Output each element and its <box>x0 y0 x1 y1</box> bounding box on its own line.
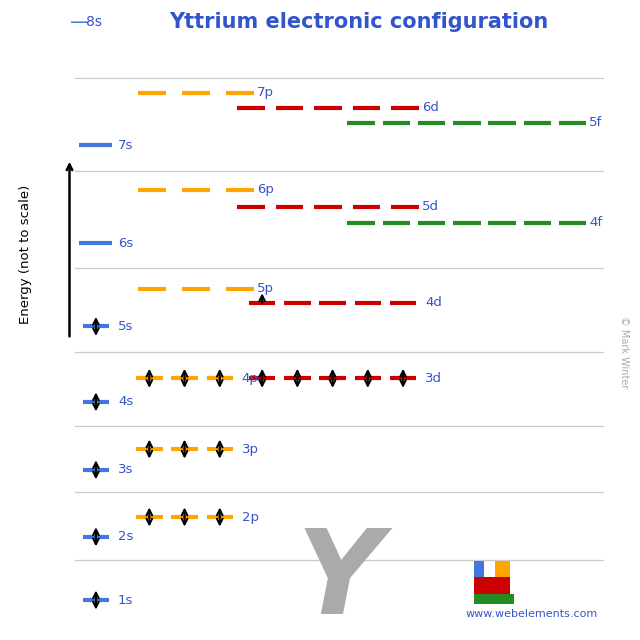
Text: 3s: 3s <box>118 463 133 476</box>
Text: 5d: 5d <box>422 200 439 213</box>
Text: 4f: 4f <box>589 216 602 229</box>
Text: Energy (not to scale): Energy (not to scale) <box>19 185 32 324</box>
Text: 5s: 5s <box>118 320 133 333</box>
Text: 5f: 5f <box>589 116 602 129</box>
Text: 6d: 6d <box>422 101 438 114</box>
Bar <box>474 561 484 577</box>
Text: 6s: 6s <box>118 237 133 250</box>
Text: 2p: 2p <box>242 511 259 524</box>
Bar <box>474 594 514 604</box>
Text: 7s: 7s <box>118 139 133 152</box>
Text: www.webelements.com: www.webelements.com <box>466 609 598 619</box>
Bar <box>474 577 510 594</box>
Text: 6p: 6p <box>257 183 273 196</box>
Text: Yttrium electronic configuration: Yttrium electronic configuration <box>169 12 548 33</box>
Text: 4s: 4s <box>118 396 133 408</box>
Text: 4d: 4d <box>425 296 442 309</box>
Text: 5p: 5p <box>257 282 274 295</box>
Text: © Mark Winter: © Mark Winter <box>619 316 629 388</box>
Text: 4p: 4p <box>242 372 259 385</box>
Text: 3d: 3d <box>425 372 442 385</box>
Text: 7p: 7p <box>257 86 274 99</box>
Text: 3p: 3p <box>242 443 259 456</box>
Bar <box>495 561 510 577</box>
Text: 2s: 2s <box>118 531 133 543</box>
Text: 1s: 1s <box>118 593 133 607</box>
Text: —: — <box>70 13 90 32</box>
Text: 8s: 8s <box>86 15 102 29</box>
Text: Y: Y <box>296 524 382 639</box>
